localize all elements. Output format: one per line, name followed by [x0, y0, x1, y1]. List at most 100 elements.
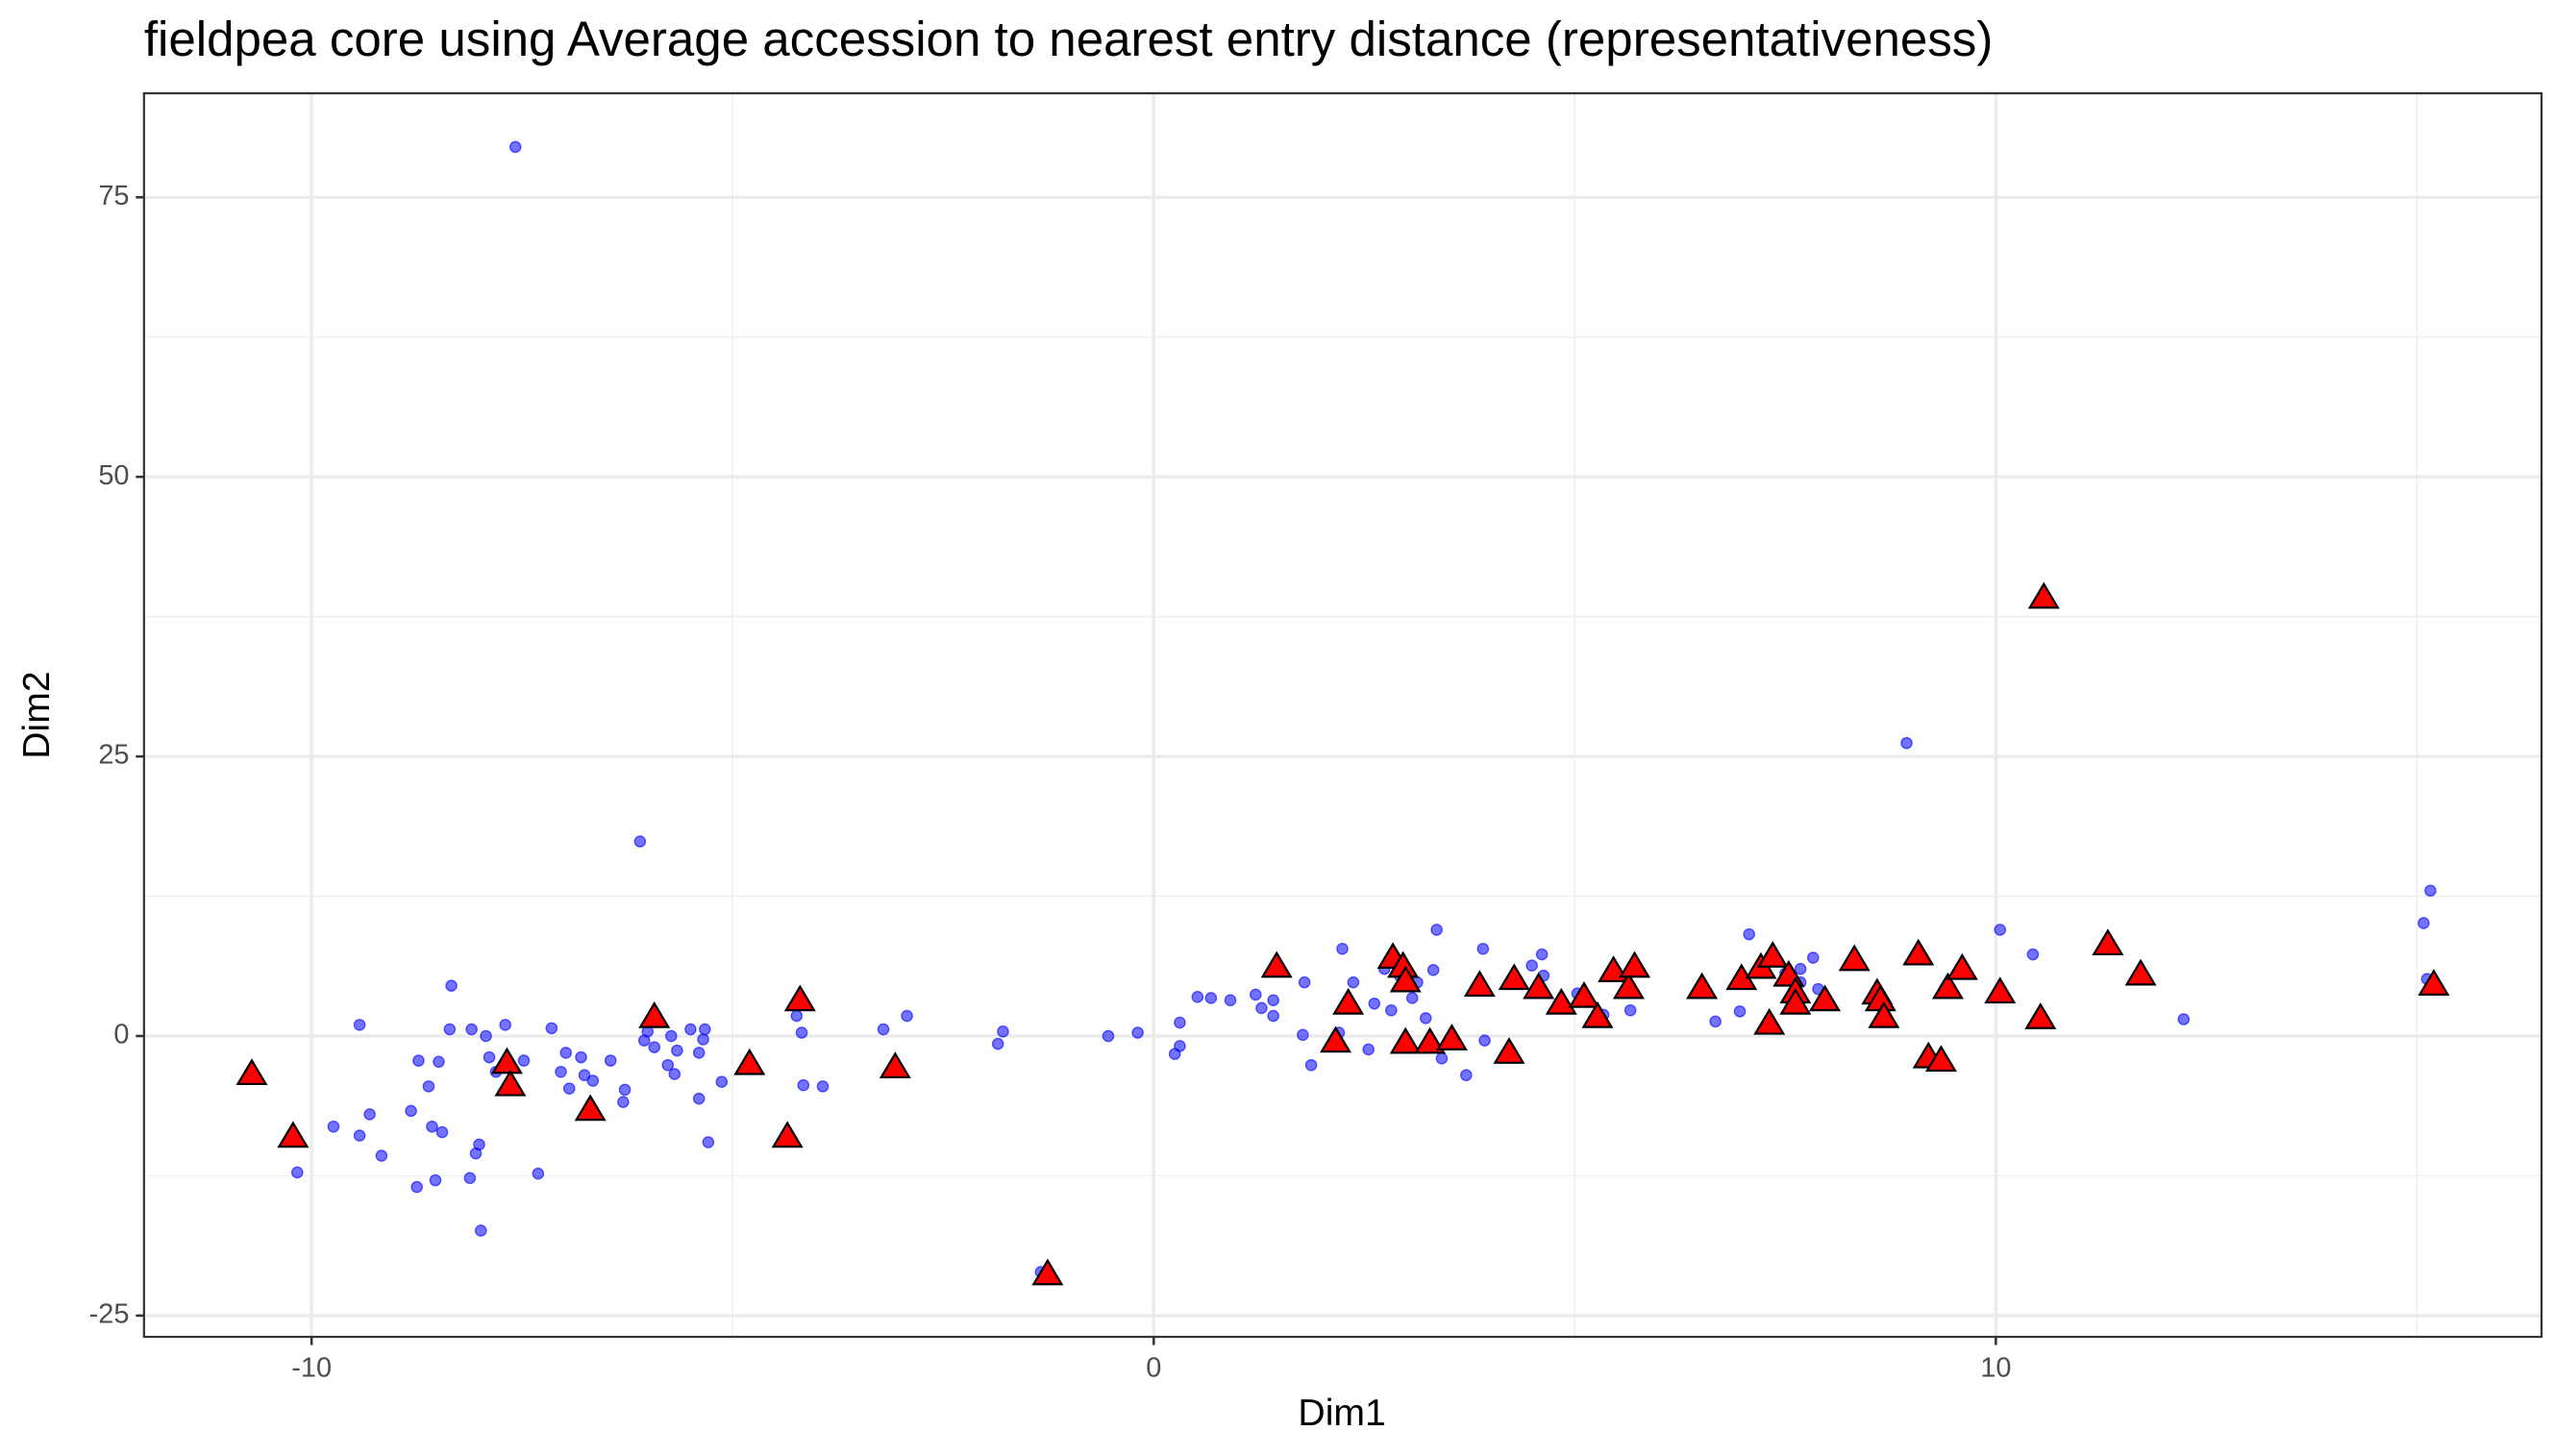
- y-tick-label: 75: [98, 181, 129, 211]
- accession-point: [1131, 1026, 1144, 1039]
- accession-point: [412, 1054, 425, 1067]
- accession-point: [617, 1096, 630, 1108]
- accession-point: [692, 1092, 706, 1105]
- accession-point: [1535, 948, 1549, 961]
- accession-point: [443, 1023, 457, 1036]
- core-point: [235, 1058, 268, 1086]
- accession-point: [633, 835, 647, 848]
- accession-point: [661, 1058, 675, 1072]
- core-point: [638, 1000, 671, 1028]
- accession-point: [1267, 994, 1279, 1007]
- accession-point: [375, 1149, 388, 1162]
- x-tick-label: -10: [291, 1353, 332, 1384]
- accession-point: [1304, 1058, 1318, 1072]
- core-point: [1389, 1026, 1422, 1054]
- accession-point: [1900, 736, 1913, 750]
- accession-point: [2026, 948, 2040, 961]
- accession-point: [545, 1022, 558, 1035]
- x-tick-label: 0: [1146, 1353, 1161, 1384]
- accession-point: [290, 1166, 304, 1179]
- accession-point: [578, 1069, 591, 1082]
- accession-point: [604, 1054, 617, 1067]
- y-axis-label: Dim2: [16, 671, 58, 758]
- accession-point: [353, 1019, 366, 1031]
- accession-point: [445, 979, 458, 992]
- core-point: [574, 1094, 607, 1122]
- core-point: [2124, 958, 2157, 986]
- accession-point: [499, 1019, 511, 1031]
- accession-point: [410, 1180, 423, 1194]
- accession-point: [465, 1023, 478, 1036]
- accession-point: [795, 1026, 808, 1039]
- accession-point: [1336, 942, 1349, 955]
- accession-point: [532, 1167, 545, 1180]
- accession-point: [1709, 1015, 1722, 1028]
- core-point: [1414, 1026, 1447, 1054]
- core-point: [1984, 976, 2017, 1004]
- accession-point: [816, 1080, 830, 1093]
- accession-point: [697, 1033, 709, 1046]
- core-point: [1568, 980, 1600, 1008]
- accession-point: [2417, 917, 2430, 929]
- core-point: [1581, 1000, 1614, 1028]
- accession-point: [715, 1075, 729, 1089]
- core-point: [1320, 1025, 1352, 1053]
- core-point: [1838, 944, 1871, 972]
- accession-point: [1460, 1069, 1473, 1082]
- accession-point: [363, 1108, 376, 1121]
- accession-point: [797, 1078, 810, 1092]
- core-point: [1619, 950, 1651, 978]
- core-point: [1389, 965, 1422, 993]
- accession-point: [429, 1173, 442, 1187]
- chart-title: fieldpea core using Average accession to…: [144, 12, 1994, 66]
- accession-point: [1525, 959, 1538, 973]
- core-point: [1332, 987, 1365, 1015]
- core-point: [1031, 1258, 1064, 1286]
- core-point: [1809, 984, 1842, 1012]
- accession-point: [555, 1065, 567, 1078]
- core-point: [1902, 938, 1935, 966]
- accession-point: [668, 1068, 682, 1080]
- accession-point: [1733, 1005, 1747, 1018]
- y-tick-label: 0: [113, 1020, 129, 1050]
- accession-point: [2424, 884, 2437, 898]
- y-tick-label: 25: [98, 740, 129, 771]
- accession-point: [877, 1023, 890, 1036]
- core-point: [494, 1069, 527, 1097]
- accession-point: [1435, 1051, 1449, 1065]
- accession-point: [559, 1047, 573, 1059]
- accession-point: [991, 1037, 1004, 1050]
- core-point: [1545, 987, 1577, 1015]
- accession-point: [1426, 964, 1440, 976]
- core-point: [1463, 970, 1496, 998]
- accession-point: [1297, 1028, 1309, 1042]
- core-point: [783, 984, 816, 1012]
- core-point: [1523, 972, 1555, 999]
- core-point: [1612, 972, 1645, 999]
- accession-point: [790, 1009, 804, 1023]
- core-point: [1779, 987, 1812, 1015]
- accession-point: [474, 1224, 487, 1237]
- plot-border: [142, 91, 2543, 1339]
- accession-point: [435, 1125, 449, 1139]
- y-tick-label: 50: [98, 460, 129, 491]
- core-point: [771, 1121, 804, 1148]
- accession-point: [1430, 924, 1443, 936]
- accession-point: [517, 1054, 531, 1067]
- core-point: [1260, 950, 1293, 978]
- accession-point: [1362, 1043, 1375, 1056]
- accession-point: [1267, 1009, 1279, 1023]
- accession-point: [1191, 990, 1204, 1003]
- accession-point: [1478, 1034, 1491, 1047]
- accession-point: [1255, 1001, 1268, 1015]
- accession-point: [648, 1041, 661, 1053]
- x-axis-label: Dim1: [1298, 1393, 1385, 1434]
- accession-point: [1204, 992, 1218, 1004]
- accession-point: [480, 1029, 492, 1043]
- accession-point: [692, 1047, 706, 1059]
- accession-point: [422, 1080, 435, 1093]
- accession-point: [327, 1120, 340, 1133]
- accession-point: [1743, 927, 1755, 941]
